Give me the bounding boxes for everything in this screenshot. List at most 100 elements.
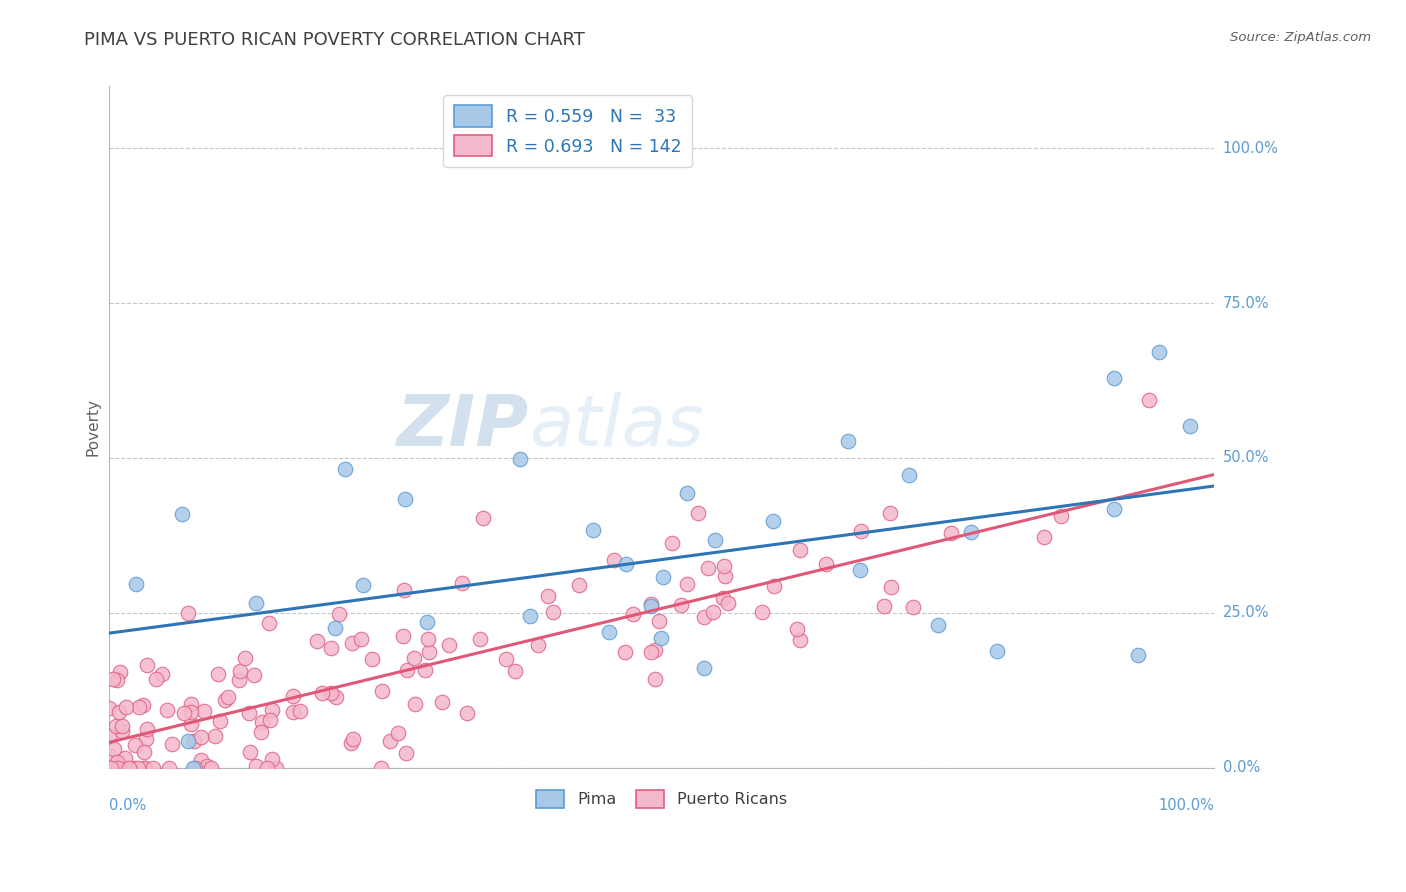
Point	[115, 699, 138, 714]
Point	[789, 542, 811, 557]
Text: ZIP: ZIP	[396, 392, 529, 461]
Text: Source: ZipAtlas.com: Source: ZipAtlas.com	[1230, 31, 1371, 45]
Point	[259, 713, 281, 727]
Point	[418, 632, 440, 647]
Point	[207, 667, 229, 681]
Point	[217, 690, 239, 705]
Point	[495, 652, 517, 666]
Point	[177, 734, 200, 748]
Point	[614, 644, 637, 658]
Point	[262, 703, 284, 717]
Point	[233, 651, 256, 665]
Point	[394, 491, 416, 506]
Point	[537, 590, 560, 604]
Point	[430, 695, 453, 709]
Point	[901, 599, 924, 614]
Point	[264, 761, 287, 775]
Point	[1128, 648, 1150, 663]
Point	[340, 636, 363, 650]
Text: 100.0%: 100.0%	[1159, 798, 1215, 814]
Point	[340, 736, 363, 750]
Point	[105, 673, 128, 688]
Point	[350, 632, 373, 646]
Point	[105, 755, 128, 769]
Point	[941, 526, 963, 541]
Point	[150, 667, 173, 681]
Point	[404, 650, 426, 665]
Point	[879, 506, 901, 520]
Point	[1032, 530, 1054, 544]
Point	[328, 607, 350, 621]
Text: atlas: atlas	[529, 392, 703, 461]
Point	[245, 759, 267, 773]
Point	[239, 745, 262, 759]
Point	[927, 618, 949, 632]
Point	[897, 467, 920, 482]
Point	[395, 746, 418, 760]
Point	[416, 615, 439, 629]
Point	[127, 761, 149, 775]
Point	[111, 724, 134, 739]
Point	[693, 609, 716, 624]
Point	[157, 761, 180, 775]
Point	[190, 730, 212, 744]
Point	[456, 706, 478, 720]
Text: 75.0%: 75.0%	[1223, 295, 1270, 310]
Point	[644, 643, 666, 657]
Point	[105, 719, 128, 733]
Point	[418, 645, 440, 659]
Point	[437, 638, 460, 652]
Point	[256, 761, 278, 775]
Point	[471, 511, 494, 525]
Point	[395, 663, 418, 677]
Point	[97, 700, 120, 714]
Point	[107, 761, 129, 775]
Point	[245, 596, 267, 610]
Point	[1178, 419, 1201, 434]
Text: 0.0%: 0.0%	[1223, 760, 1260, 775]
Point	[1104, 371, 1126, 385]
Point	[145, 673, 167, 687]
Point	[614, 558, 637, 572]
Point	[837, 434, 859, 448]
Point	[125, 576, 148, 591]
Point	[509, 452, 531, 467]
Point	[650, 631, 672, 645]
Point	[288, 704, 311, 718]
Point	[170, 507, 193, 521]
Point	[392, 629, 415, 643]
Point	[404, 698, 426, 712]
Point	[671, 598, 693, 612]
Point	[640, 645, 662, 659]
Point	[107, 761, 129, 775]
Point	[661, 535, 683, 549]
Point	[195, 759, 218, 773]
Point	[214, 693, 236, 707]
Point	[371, 684, 394, 698]
Text: 100.0%: 100.0%	[1223, 141, 1278, 156]
Point	[136, 658, 159, 673]
Point	[323, 621, 346, 635]
Point	[132, 698, 155, 712]
Point	[281, 705, 304, 719]
Point	[118, 761, 141, 775]
Text: 0.0%: 0.0%	[108, 798, 146, 814]
Point	[124, 738, 146, 752]
Point	[134, 745, 156, 759]
Point	[136, 722, 159, 736]
Y-axis label: Poverty: Poverty	[86, 398, 100, 456]
Point	[676, 486, 699, 500]
Point	[849, 524, 872, 538]
Point	[229, 665, 252, 679]
Point	[252, 715, 274, 730]
Point	[450, 576, 472, 591]
Point	[543, 605, 565, 619]
Point	[751, 605, 773, 619]
Point	[360, 652, 382, 666]
Point	[281, 690, 304, 704]
Point	[243, 668, 266, 682]
Point	[98, 761, 121, 775]
Point	[786, 623, 808, 637]
Point	[789, 633, 811, 648]
Point	[415, 663, 437, 677]
